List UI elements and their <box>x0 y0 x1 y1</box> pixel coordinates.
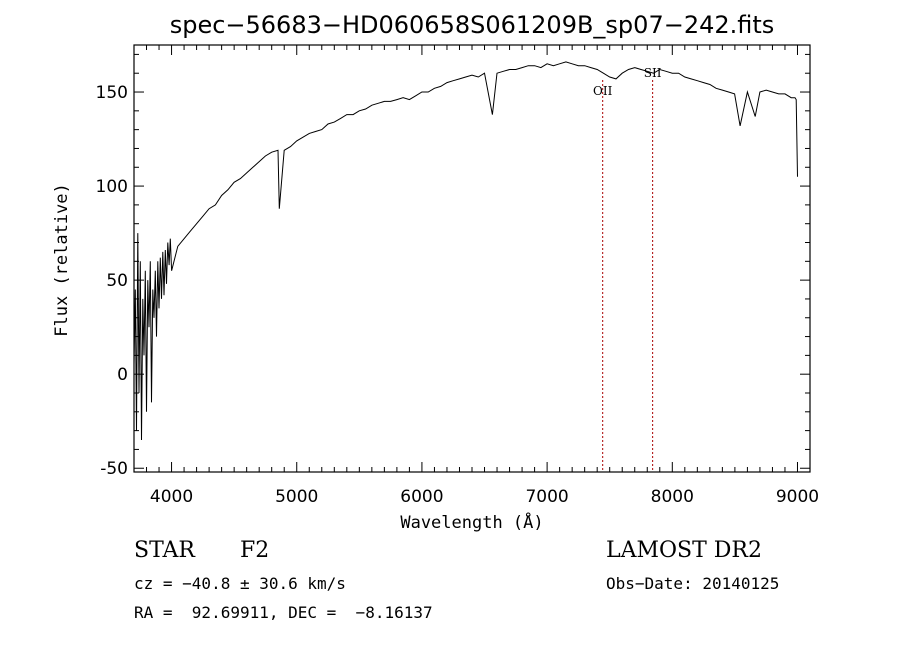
x-tick-label: 8000 <box>651 487 694 507</box>
x-tick-label: 7000 <box>525 487 568 507</box>
x-axis-label: Wavelength (Å) <box>400 511 543 533</box>
survey-name: LAMOST DR2 <box>606 538 762 563</box>
coordinates: RA = 92.69911, DEC = −8.16137 <box>134 603 433 622</box>
obs-date: Obs−Date: 20140125 <box>606 574 780 593</box>
x-tick-label: 6000 <box>400 487 443 507</box>
axis-ticks <box>133 45 811 472</box>
y-tick-label: -50 <box>100 459 128 479</box>
plot-frame <box>133 44 811 473</box>
object-class: STAR <box>134 538 195 563</box>
line-marker-label: OII <box>593 84 613 98</box>
y-tick-label: 0 <box>117 365 128 385</box>
y-axis-label: Flux (relative) <box>52 183 72 337</box>
x-tick-label: 4000 <box>150 487 193 507</box>
cz-value: cz = −40.8 ± 30.6 km/s <box>134 574 346 593</box>
y-tick-label: 150 <box>96 83 128 103</box>
y-tick-label: 100 <box>96 177 128 197</box>
subclass: F2 <box>240 538 270 563</box>
chart-title: spec−56683−HD060658S061209B_sp07−242.fit… <box>170 11 775 39</box>
x-tick-label: 5000 <box>275 487 318 507</box>
axis-tick-labels: 4000 5000 6000 7000 8000 9000 -50 0 50 100 150 <box>96 83 820 507</box>
x-tick-label: 9000 <box>776 487 819 507</box>
spectrum-line <box>133 61 798 441</box>
y-tick-label: 50 <box>106 271 128 291</box>
